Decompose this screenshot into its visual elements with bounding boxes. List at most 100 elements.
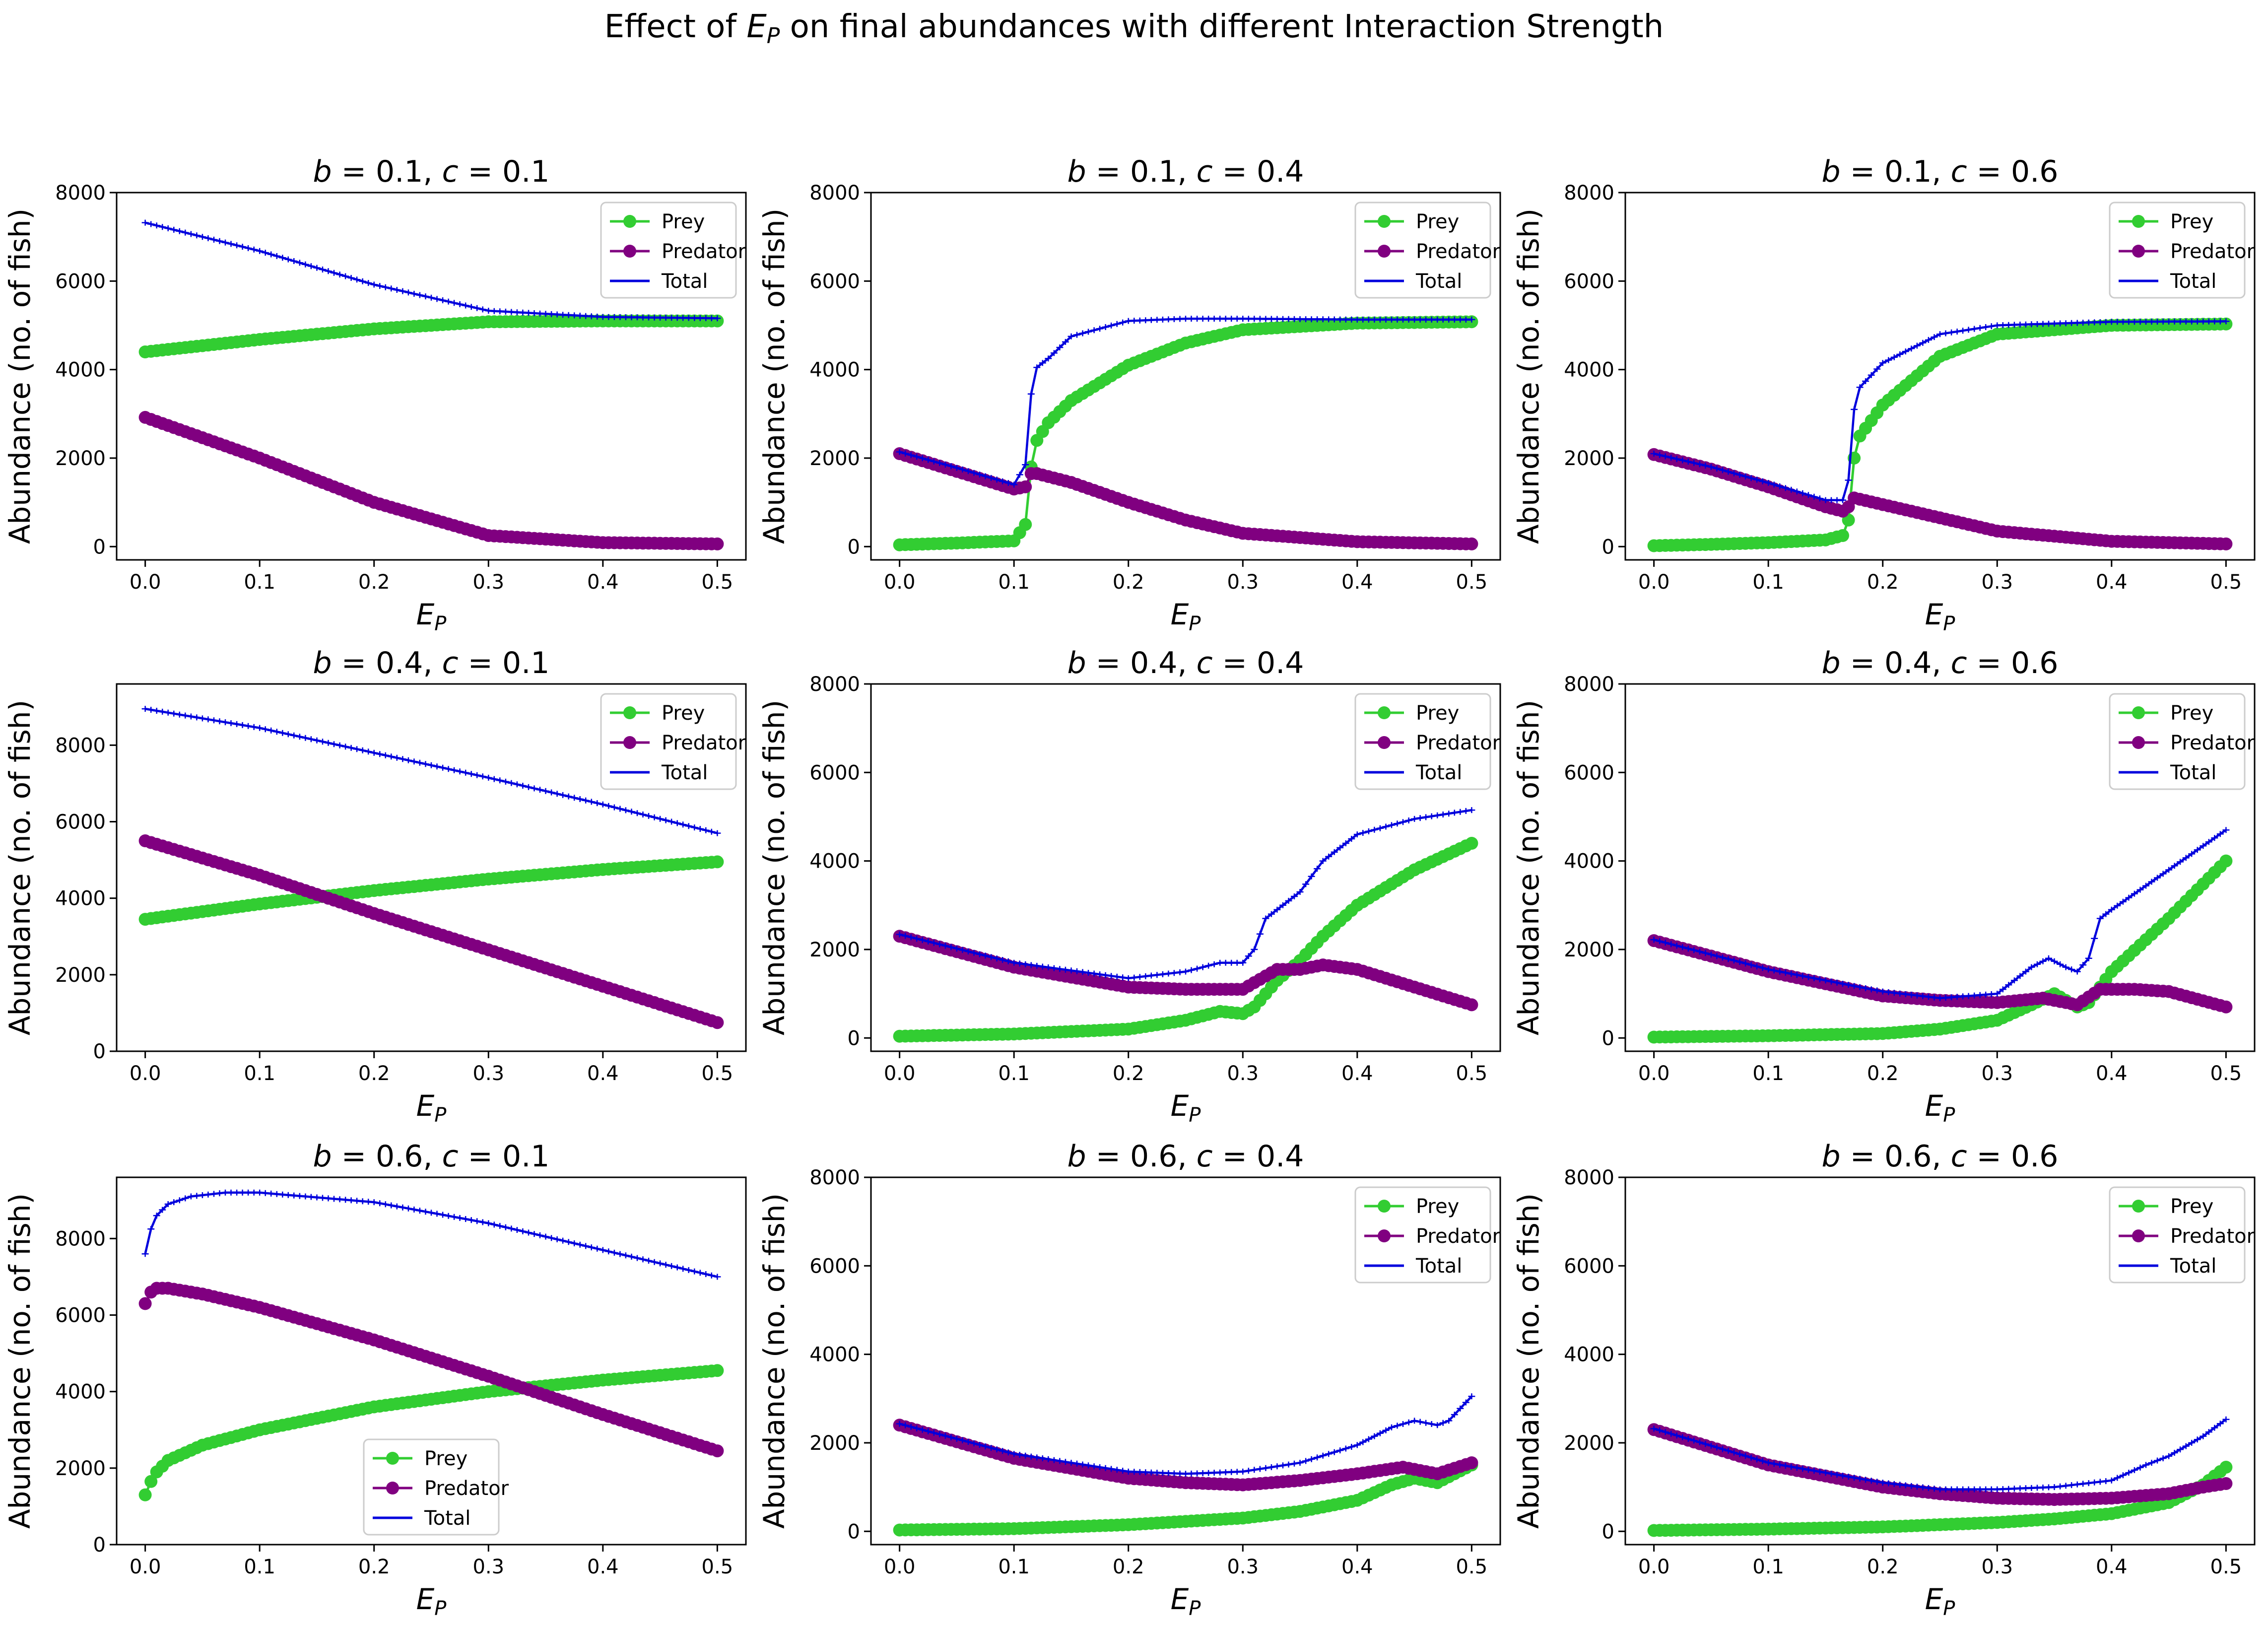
- axes-frame: [1624, 192, 2256, 561]
- plot-area: [138, 706, 724, 1029]
- predator-point: [1465, 1456, 1478, 1470]
- x-axis-label-sub: P: [1943, 1597, 1955, 1620]
- subplot: b = 0.6, c = 0.6 0.0 0.1 0.2 0.3 0.4 0.5 0 2000 4…: [1512, 1139, 2256, 1620]
- x-tick-label: 0.2: [1867, 1556, 1899, 1578]
- x-tick-label: 0.2: [358, 1556, 390, 1578]
- legend-label: Prey: [1416, 1195, 1459, 1218]
- x-tick-label: 0.1: [1752, 571, 1784, 594]
- total-errorbars: [896, 1393, 1475, 1477]
- legend: Prey Predator Total: [2109, 202, 2255, 299]
- x-tick-label: 0.2: [1867, 571, 1899, 594]
- title-b-value: = 0.1,: [1086, 154, 1197, 189]
- x-tick-label: 0.1: [998, 1062, 1030, 1085]
- axes-frame: [870, 683, 1501, 1052]
- x-tick-label: 0.4: [1341, 571, 1373, 594]
- x-tick-label: 0.4: [2096, 571, 2128, 594]
- y-tick-label: 2000: [1564, 447, 1614, 470]
- legend-box: [363, 1438, 500, 1536]
- y-tick-label: 2000: [809, 939, 860, 961]
- plot-area: [893, 807, 1478, 1043]
- legend: Prey Predator Total: [1354, 202, 1501, 299]
- y-tick-label: 0: [848, 1027, 860, 1050]
- x-tick-label: 0.4: [587, 1062, 619, 1085]
- x-tick-label: 0.1: [1752, 1062, 1784, 1085]
- x-tick-label: 0.5: [1456, 1062, 1488, 1085]
- x-tick-label: 0.2: [1113, 1556, 1144, 1578]
- legend-swatch-marker: [1378, 706, 1391, 719]
- title-b-var: b: [1067, 646, 1086, 680]
- legend-swatch-marker: [1378, 215, 1391, 228]
- x-axis-label-sub: P: [1189, 1104, 1201, 1127]
- x-axis-label-sub: P: [1943, 612, 1955, 635]
- predator-point: [711, 1444, 724, 1458]
- y-axis-label: Abundance (no. of fish): [757, 208, 791, 544]
- prey-point: [1019, 518, 1032, 531]
- title-c-value: = 0.1: [459, 154, 550, 189]
- y-tick-label: 2000: [55, 447, 106, 470]
- title-b-value: = 0.1,: [332, 154, 442, 189]
- title-c-var: c: [442, 154, 459, 189]
- y-tick-label: 8000: [809, 182, 860, 204]
- x-tick-label: 0.0: [1638, 571, 1670, 594]
- predator-point: [2219, 1477, 2233, 1490]
- legend-swatch-marker: [2132, 736, 2145, 749]
- y-tick-label: 6000: [1564, 1255, 1614, 1278]
- subplot-title: b = 0.1, c = 0.1: [313, 154, 550, 189]
- title-c-var: c: [1197, 646, 1213, 680]
- legend-label: Predator: [662, 732, 746, 754]
- y-tick-label: 0: [93, 1534, 106, 1557]
- x-tick-label: 0.3: [472, 571, 504, 594]
- x-axis-label: EP: [1925, 598, 1956, 635]
- x-axis-label: EP: [416, 1582, 447, 1620]
- x-axis-label-sub: P: [1189, 1597, 1201, 1620]
- x-tick-label: 0.4: [1341, 1062, 1373, 1085]
- predator-point: [138, 1297, 152, 1310]
- subplot: b = 0.1, c = 0.6 0.0 0.1 0.2 0.3 0.4 0.5 0 2000 4…: [1512, 154, 2256, 635]
- legend-label: Predator: [662, 240, 746, 263]
- y-tick-label: 4000: [1564, 359, 1614, 382]
- total-errorbars: [1650, 318, 2230, 503]
- legend-swatch-marker: [623, 736, 636, 749]
- legend: Prey Predator Total: [1354, 1186, 1501, 1284]
- legend-label: Prey: [1416, 702, 1459, 725]
- legend-swatch-marker: [2132, 706, 2145, 719]
- predator-point: [711, 1016, 724, 1029]
- legend: Prey Predator Total: [1354, 693, 1501, 790]
- legend-label: Total: [1415, 270, 1462, 293]
- legend-box: [1354, 1186, 1491, 1284]
- y-tick-label: 0: [1602, 1520, 1614, 1543]
- y-axis-label: Abundance (no. of fish): [1512, 1193, 1545, 1529]
- legend-box: [1354, 202, 1491, 299]
- y-axis-label: Abundance (no. of fish): [757, 1193, 791, 1529]
- x-axis-label-var: E: [1171, 1089, 1189, 1123]
- legend-swatch-marker: [2132, 245, 2145, 258]
- title-c-value: = 0.6: [1967, 1139, 2059, 1174]
- legend-swatch-marker: [386, 1452, 399, 1465]
- legend-label: Predator: [1416, 1225, 1501, 1248]
- legend-swatch-marker: [1378, 736, 1391, 749]
- plot-area: [1647, 1416, 2233, 1537]
- x-tick-label: 0.5: [2210, 571, 2242, 594]
- y-tick-label: 2000: [55, 1457, 106, 1480]
- legend-swatch-marker: [1378, 1229, 1391, 1242]
- subplot-title: b = 0.6, c = 0.6: [1822, 1139, 2059, 1174]
- y-tick-label: 8000: [809, 1166, 860, 1189]
- subplot: b = 0.6, c = 0.4 0.0 0.1 0.2 0.3 0.4 0.5 0 2000 4…: [757, 1139, 1501, 1620]
- y-tick-label: 8000: [55, 1227, 106, 1250]
- y-tick-label: 8000: [809, 673, 860, 696]
- prey-point: [144, 1475, 158, 1488]
- predator-point: [711, 537, 724, 550]
- x-axis-label-var: E: [416, 1089, 435, 1123]
- subplot: b = 0.4, c = 0.1 0.0 0.1 0.2 0.3 0.4 0.5 0 2000 4…: [3, 646, 747, 1127]
- legend-label: Prey: [2170, 702, 2213, 725]
- figure-title: Effect of EP on final abundances with di…: [604, 8, 1664, 49]
- subplot: b = 0.6, c = 0.1 0.0 0.1 0.2 0.3 0.4 0.5 0 2000 4…: [3, 1139, 747, 1620]
- x-tick-label: 0.2: [358, 1062, 390, 1085]
- total-errorbars: [896, 316, 1475, 488]
- total-errorbars: [141, 706, 721, 836]
- x-tick-label: 0.4: [587, 571, 619, 594]
- legend-box: [2109, 1186, 2246, 1284]
- legend-label: Predator: [2170, 240, 2255, 263]
- y-tick-label: 8000: [1564, 182, 1614, 204]
- prey-point: [2219, 854, 2233, 868]
